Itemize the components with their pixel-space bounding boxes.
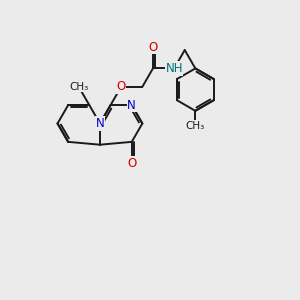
Text: CH₃: CH₃ bbox=[69, 82, 88, 92]
Text: NH: NH bbox=[165, 62, 183, 75]
Text: N: N bbox=[128, 99, 136, 112]
Text: CH₃: CH₃ bbox=[186, 121, 205, 131]
Text: N: N bbox=[96, 117, 104, 130]
Text: O: O bbox=[116, 80, 126, 93]
Text: O: O bbox=[148, 41, 158, 54]
Text: O: O bbox=[127, 157, 136, 169]
